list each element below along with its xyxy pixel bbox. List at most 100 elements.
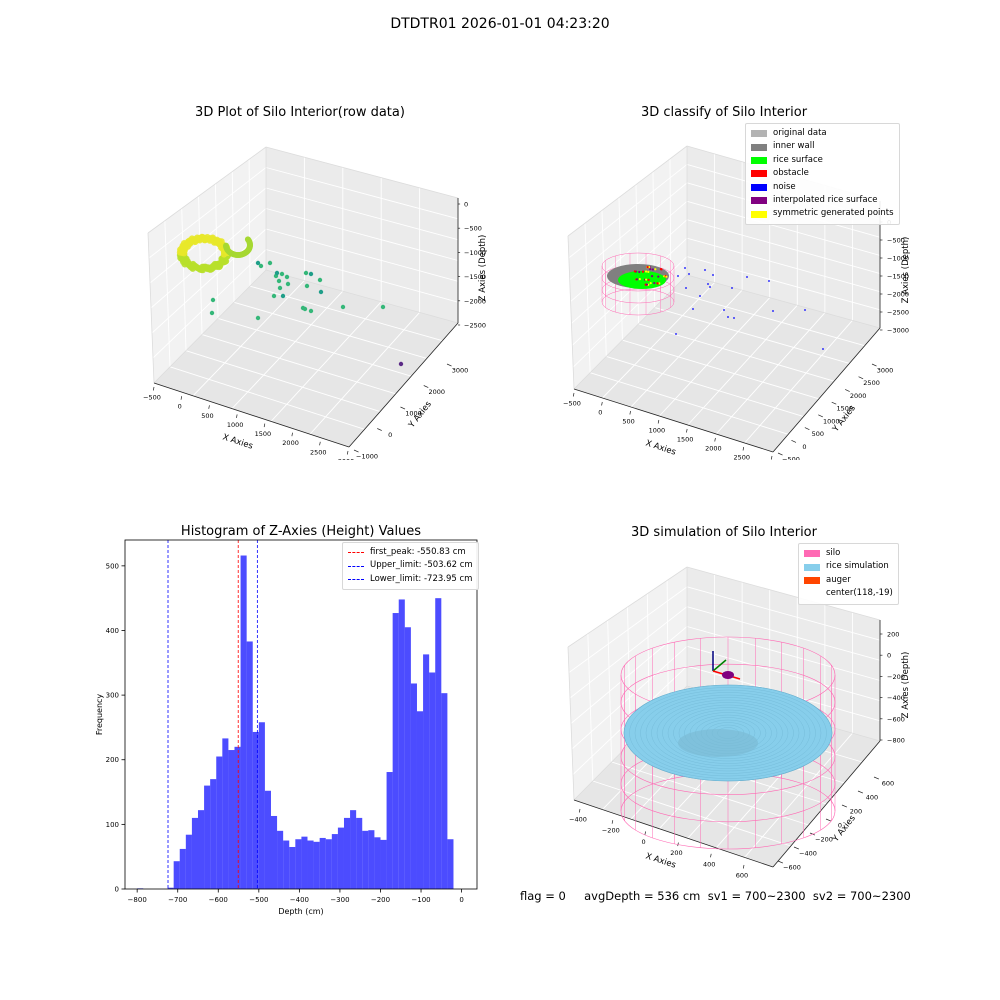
data-point bbox=[256, 316, 260, 320]
histogram-bar bbox=[399, 599, 405, 889]
figure-title: DTDTR01 2026-01-01 04:23:20 bbox=[0, 16, 1000, 32]
data-point bbox=[319, 290, 323, 294]
legend-label: interpolated rice surface bbox=[773, 194, 878, 207]
legend-label: noise bbox=[773, 181, 796, 194]
legend-label: silo bbox=[826, 547, 840, 560]
noise-point bbox=[692, 308, 694, 310]
data-point bbox=[281, 294, 285, 298]
x-tick-label: −300 bbox=[330, 896, 349, 904]
histogram-bar bbox=[441, 693, 447, 889]
legend-item: rice simulation bbox=[804, 560, 893, 573]
z-tick-label: −2500 bbox=[887, 309, 909, 317]
data-point bbox=[268, 261, 272, 265]
legend-label: auger bbox=[826, 574, 851, 587]
legend-item: Lower_limit: -723.95 cm bbox=[348, 573, 473, 586]
tick-mark bbox=[153, 387, 154, 391]
histogram-bar bbox=[380, 840, 386, 889]
x-tick-label: 0 bbox=[459, 896, 463, 904]
histogram-bar bbox=[204, 786, 210, 889]
histogram-bar bbox=[362, 831, 368, 889]
noise-point bbox=[707, 283, 709, 285]
histogram-bar bbox=[423, 654, 429, 889]
tick-mark bbox=[181, 396, 182, 400]
tick-mark bbox=[658, 420, 659, 424]
simulation-3d-plot: 3D simulation of Silo Interior −400 −200 0… bbox=[550, 515, 930, 885]
tick-mark bbox=[573, 393, 574, 397]
histogram-legend: first_peak: -550.83 cm Upper_limit: -503.… bbox=[342, 542, 479, 590]
histogram-bar bbox=[387, 772, 393, 889]
y-tick-label: 400 bbox=[866, 794, 878, 802]
legend-label: original data bbox=[773, 127, 827, 140]
histogram-bar bbox=[411, 683, 417, 889]
legend-swatch bbox=[751, 157, 767, 164]
histogram-bar bbox=[326, 839, 332, 889]
y-tick-label: 0 bbox=[115, 886, 119, 894]
rice-depression bbox=[678, 729, 758, 757]
tick-mark bbox=[630, 411, 631, 415]
tick-mark bbox=[320, 442, 321, 446]
data-point bbox=[399, 362, 403, 366]
y-tick-label: −400 bbox=[799, 850, 817, 858]
data-point bbox=[318, 278, 322, 282]
surface-point bbox=[660, 268, 662, 270]
noise-point bbox=[688, 273, 690, 275]
surface-point bbox=[639, 278, 641, 280]
x-tick-label: −500 bbox=[563, 400, 581, 408]
z-tick-label: 0 bbox=[887, 652, 891, 660]
histogram-bar bbox=[368, 830, 374, 889]
x-tick-label: 2500 bbox=[733, 454, 750, 461]
legend-item: Upper_limit: -503.62 cm bbox=[348, 559, 473, 572]
noise-point bbox=[709, 286, 711, 288]
chart-title: Histogram of Z-Axies (Height) Values bbox=[181, 524, 421, 539]
y-tick-label: −500 bbox=[782, 456, 800, 461]
legend-swatch bbox=[751, 197, 767, 204]
data-point bbox=[211, 298, 215, 302]
y-tick-label: 500 bbox=[106, 562, 119, 570]
noise-point bbox=[675, 333, 677, 335]
histogram-bar bbox=[417, 711, 423, 889]
data-point bbox=[223, 243, 229, 249]
data-point bbox=[210, 311, 214, 315]
y-tick-label: −1000 bbox=[356, 453, 378, 461]
noise-point bbox=[712, 274, 714, 276]
tick-mark bbox=[612, 820, 613, 824]
data-point bbox=[309, 309, 313, 313]
y-tick-label: −600 bbox=[783, 864, 801, 872]
histogram-bar bbox=[405, 627, 411, 889]
tick-mark bbox=[579, 809, 580, 813]
legend-item: original data bbox=[751, 127, 894, 140]
z-tick-label: 200 bbox=[887, 631, 899, 639]
histogram-bar bbox=[338, 828, 344, 889]
legend-swatch bbox=[804, 550, 820, 557]
x-tick-label: −200 bbox=[602, 827, 620, 835]
tick-mark bbox=[347, 451, 348, 455]
x-tick-label: −800 bbox=[128, 896, 147, 904]
tick-mark bbox=[209, 405, 210, 409]
x-tick-label: −700 bbox=[168, 896, 187, 904]
legend-item: auger bbox=[804, 574, 893, 587]
legend-swatch bbox=[751, 144, 767, 151]
legend-line bbox=[348, 579, 364, 580]
noise-point bbox=[733, 317, 735, 319]
histogram-bar bbox=[174, 861, 180, 889]
data-point bbox=[272, 294, 276, 298]
y-tick-label: 2000 bbox=[428, 388, 445, 396]
x-tick-label: 0 bbox=[178, 403, 182, 411]
noise-point bbox=[804, 309, 806, 311]
x-tick-label: 2000 bbox=[705, 445, 722, 453]
y-tick-label: 300 bbox=[106, 692, 119, 700]
data-point bbox=[309, 272, 313, 276]
data-point bbox=[305, 284, 309, 288]
panel-title: 3D classify of Silo Interior bbox=[641, 105, 808, 120]
x-tick-label: −200 bbox=[371, 896, 390, 904]
tick-mark bbox=[377, 429, 382, 431]
y-tick-label: 3000 bbox=[452, 367, 469, 375]
surface-point bbox=[657, 276, 659, 278]
x-tick-label: 400 bbox=[703, 860, 715, 868]
legend-swatch bbox=[804, 590, 820, 597]
noise-point bbox=[727, 316, 729, 318]
x-tick-label: 3000 bbox=[338, 458, 355, 461]
histogram-bar bbox=[247, 641, 253, 889]
x-tick-label: 1500 bbox=[255, 430, 272, 438]
y-tick-label: 2500 bbox=[863, 379, 880, 387]
